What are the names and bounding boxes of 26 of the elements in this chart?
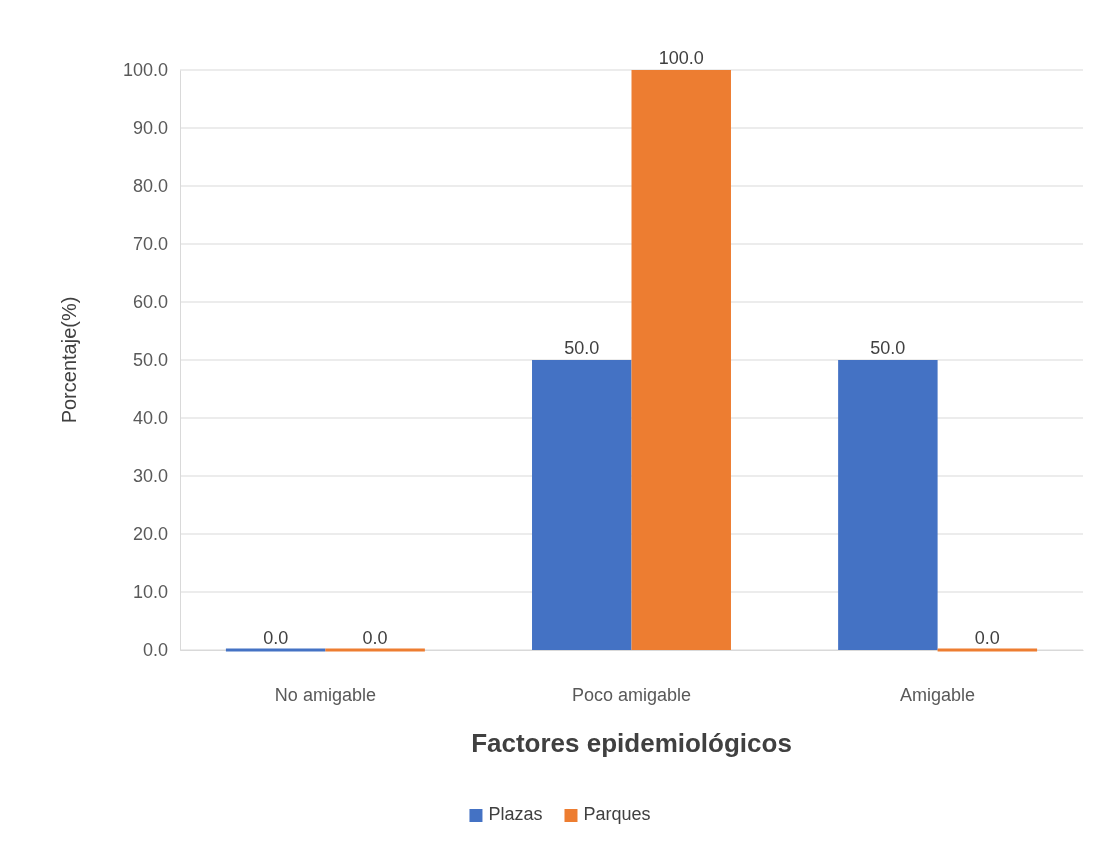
y-tick-label: 80.0 [132,176,168,197]
y-tick-label: 0.0 [142,640,168,661]
data-label: 0.0 [974,628,1000,648]
bar [532,360,632,650]
y-axis-title: Porcentaje(%) [58,296,80,424]
data-label: 100.0 [658,48,704,68]
y-tick-label: 100.0 [122,60,168,81]
y-tick-label: 90.0 [132,118,168,139]
data-label: 50.0 [564,338,600,358]
y-tick-label: 30.0 [132,466,168,487]
x-axis-title: Factores epidemiológicos [471,728,792,758]
y-tick-label: 20.0 [132,524,168,545]
legend-label: Plazas [488,804,543,824]
y-tick-label: 50.0 [132,350,168,371]
y-tick-label: 60.0 [132,292,168,313]
data-label: 0.0 [263,628,289,648]
x-tick-label: Amigable [900,684,976,705]
y-tick-label: 40.0 [132,408,168,429]
y-tick-label: 70.0 [132,234,168,255]
bar [838,360,938,650]
x-tick-label: Poco amigable [571,684,692,705]
y-tick-label: 10.0 [132,582,168,603]
x-tick-label: No amigable [274,684,376,705]
data-label: 0.0 [362,628,388,648]
legend-label: Parques [583,804,651,824]
data-label: 50.0 [870,338,906,358]
